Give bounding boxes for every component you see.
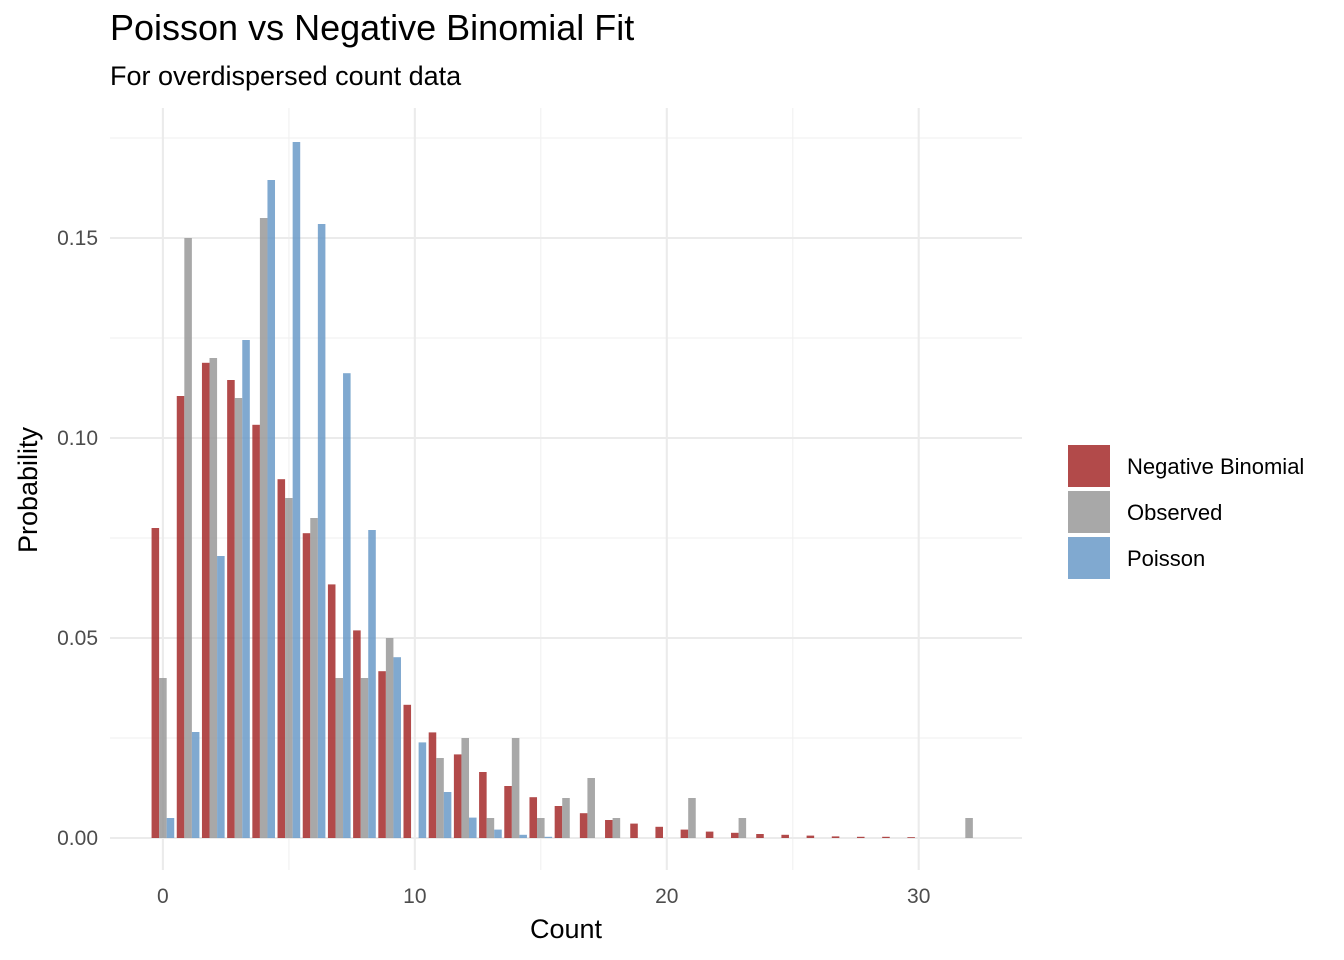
x-axis-title: Count xyxy=(530,914,603,944)
bar-observed xyxy=(587,778,595,838)
legend-label: Poisson xyxy=(1127,546,1205,571)
bar-observed xyxy=(562,798,570,838)
bar-negative-binomial xyxy=(907,837,915,838)
bar-negative-binomial xyxy=(680,829,689,838)
bar-negative-binomial xyxy=(327,584,336,838)
bar-observed xyxy=(486,818,495,838)
legend-label: Observed xyxy=(1127,500,1222,525)
bar-poisson xyxy=(418,742,427,838)
bar-negative-binomial xyxy=(403,704,412,838)
bar-negative-binomial xyxy=(529,797,538,838)
bar-poisson xyxy=(292,142,301,838)
y-axis: 0.00 0.05 0.10 0.15 xyxy=(57,227,98,850)
bar-negative-binomial xyxy=(378,671,386,838)
bar-negative-binomial xyxy=(151,528,160,838)
bar-observed xyxy=(537,818,545,838)
bar-negative-binomial xyxy=(630,823,638,838)
chart-subtitle: For overdispersed count data xyxy=(110,61,462,91)
legend-key xyxy=(1068,537,1110,579)
bar-observed xyxy=(688,798,696,838)
x-tick-label: 30 xyxy=(907,885,930,908)
x-tick-label: 10 xyxy=(403,885,426,908)
bar-negative-binomial xyxy=(579,813,588,838)
bar-poisson xyxy=(393,657,401,838)
bar-negative-binomial xyxy=(705,831,714,838)
bar-negative-binomial xyxy=(176,396,185,838)
bar-poisson xyxy=(443,792,452,838)
bar-poisson xyxy=(166,818,175,838)
bar-poisson xyxy=(494,829,502,838)
bar-negative-binomial xyxy=(353,630,361,838)
bar-negative-binomial xyxy=(756,834,764,838)
bar-observed xyxy=(965,818,973,838)
bar-negative-binomial xyxy=(806,835,815,838)
bar-poisson xyxy=(317,224,326,838)
bar-observed xyxy=(285,498,293,838)
y-tick-label: 0.15 xyxy=(57,227,98,250)
bar-negative-binomial xyxy=(856,836,865,838)
legend-label: Negative Binomial xyxy=(1127,454,1304,479)
bar-negative-binomial xyxy=(554,806,563,838)
bar-negative-binomial xyxy=(428,732,437,838)
x-tick-label: 0 xyxy=(157,885,169,908)
y-tick-label: 0.10 xyxy=(57,427,98,450)
bar-poisson xyxy=(343,373,351,838)
bar-observed xyxy=(360,678,369,838)
bar-negative-binomial xyxy=(504,786,512,838)
x-axis: 0 10 20 30 xyxy=(157,885,930,908)
bar-observed xyxy=(259,218,268,838)
y-tick-label: 0.00 xyxy=(57,827,98,850)
bar-observed xyxy=(184,238,192,838)
legend-key xyxy=(1068,491,1110,533)
bar-observed xyxy=(436,758,444,838)
bar-negative-binomial xyxy=(605,820,613,838)
bar-negative-binomial xyxy=(201,362,210,838)
bar-negative-binomial xyxy=(227,380,235,838)
bar-negative-binomial xyxy=(277,479,286,838)
bar-poisson xyxy=(242,340,250,838)
bar-observed xyxy=(461,738,470,838)
bar-poisson xyxy=(519,834,527,838)
bar-observed xyxy=(511,738,520,838)
bar-observed xyxy=(738,818,747,838)
bar-negative-binomial xyxy=(302,533,311,838)
bar-negative-binomial xyxy=(882,836,890,838)
bar-negative-binomial xyxy=(453,754,462,838)
bar-poisson xyxy=(267,180,276,838)
bar-negative-binomial xyxy=(731,832,739,838)
legend-key xyxy=(1068,445,1110,487)
bar-observed xyxy=(159,678,167,838)
bar-negative-binomial xyxy=(655,826,663,838)
bars xyxy=(151,142,973,838)
x-tick-label: 20 xyxy=(655,885,678,908)
bar-poisson xyxy=(368,530,376,838)
bar-poisson xyxy=(469,817,477,838)
y-tick-label: 0.05 xyxy=(57,627,98,650)
bar-observed xyxy=(209,358,218,838)
bar-observed xyxy=(234,398,243,838)
bar-poisson xyxy=(544,836,553,838)
bar-observed xyxy=(385,638,394,838)
bar-negative-binomial xyxy=(831,836,840,838)
y-axis-title: Probability xyxy=(13,426,43,553)
bar-observed xyxy=(310,518,318,838)
bar-negative-binomial xyxy=(479,772,487,838)
bar-observed xyxy=(612,818,621,838)
legend: Negative Binomial Observed Poisson xyxy=(1068,445,1304,579)
chart-title: Poisson vs Negative Binomial Fit xyxy=(110,7,634,48)
bar-negative-binomial xyxy=(781,834,789,838)
bar-poisson xyxy=(217,556,225,838)
bar-negative-binomial xyxy=(252,424,260,838)
bar-poisson xyxy=(191,732,200,838)
bar-observed xyxy=(335,678,344,838)
